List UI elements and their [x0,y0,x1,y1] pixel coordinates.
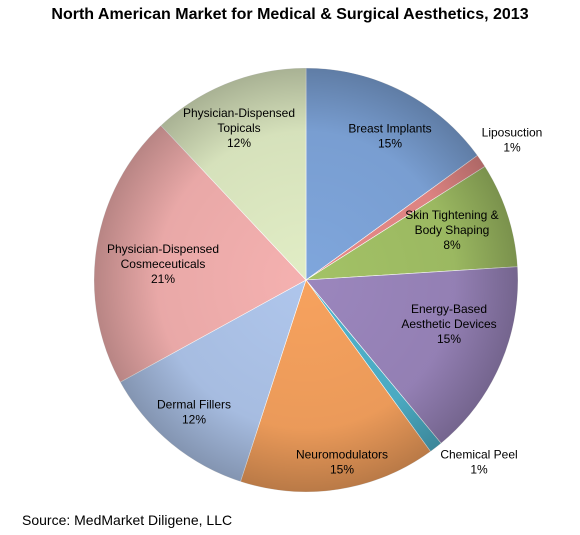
slice-label-physician-dispensed-cosmeceuticals: Physician-Dispensed Cosmeceuticals 21% [107,242,219,286]
slice-label-breast-implants: Breast Implants 15% [348,122,431,151]
slice-label-skin-tightening-body-shaping: Skin Tightening & Body Shaping 8% [405,208,498,252]
slice-label-neuromodulators: Neuromodulators 15% [296,448,388,477]
chart-title: North American Market for Medical & Surg… [51,6,529,23]
slice-label-energy-based-aesthetic-devices: Energy-Based Aesthetic Devices 15% [401,302,496,346]
slice-label-dermal-fillers: Dermal Fillers 12% [157,398,231,427]
slice-label-liposuction: Liposuction 1% [482,126,543,155]
slice-label-chemical-peel: Chemical Peel 1% [440,448,517,477]
source-note: Source: MedMarket Diligene, LLC [22,512,233,528]
slice-label-physician-dispensed-topicals: Physician-Dispensed Topicals 12% [183,106,295,150]
